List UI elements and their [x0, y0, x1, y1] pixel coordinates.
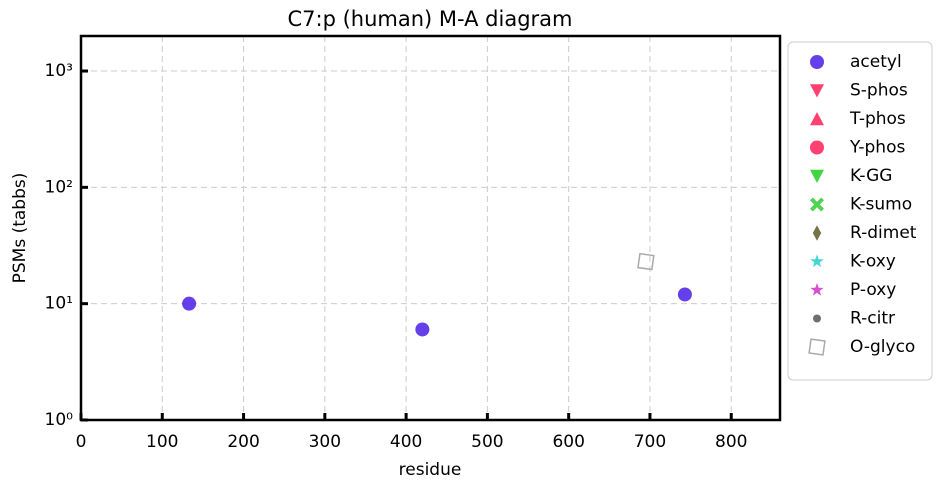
legend-marker — [810, 169, 824, 183]
x-tick-label: 800 — [715, 432, 747, 452]
legend-label: K-GG — [850, 166, 892, 186]
x-tick-label: 0 — [76, 432, 87, 452]
x-tick-label: 200 — [227, 432, 259, 452]
legend-label: R-citr — [850, 309, 895, 329]
y-axis-label: PSMs (tabbs) — [10, 173, 30, 284]
x-tick-label: 500 — [471, 432, 503, 452]
legend-label: P-oxy — [850, 280, 896, 300]
legend-marker — [810, 55, 824, 69]
legend-marker — [810, 254, 824, 268]
legend-marker — [813, 314, 821, 323]
y-tick-label: 10² — [45, 177, 73, 197]
legend-marker — [810, 112, 824, 126]
x-tick-label: 400 — [390, 432, 422, 452]
legend-marker — [810, 283, 824, 296]
legend-marker — [810, 197, 824, 212]
plot-frame — [79, 34, 782, 422]
x-tick-label: 100 — [146, 432, 178, 452]
legend-marker — [810, 84, 824, 98]
legend-label: K-oxy — [850, 252, 896, 272]
point — [182, 296, 197, 311]
legend-label: Y-phos — [849, 138, 905, 158]
legend-marker — [810, 140, 824, 155]
x-axis-label: residue — [399, 460, 462, 480]
legend-label: O-glyco — [850, 337, 915, 357]
point — [415, 322, 430, 337]
legend-label: K-sumo — [850, 195, 912, 215]
point — [637, 252, 655, 271]
legend-label: T-phos — [849, 109, 906, 129]
legend-label: acetyl — [850, 52, 902, 72]
x-tick-label: 700 — [634, 432, 666, 452]
y-tick-label: 10³ — [45, 61, 73, 81]
legend-marker — [812, 225, 822, 241]
legend-marker — [808, 338, 826, 356]
y-tick-label: 10¹ — [45, 294, 73, 314]
x-tick-label: 300 — [309, 432, 341, 452]
legend-box — [787, 41, 933, 381]
y-tick-label: 10⁰ — [45, 410, 74, 430]
point — [677, 287, 692, 302]
x-tick-label: 600 — [552, 432, 584, 452]
legend-label: S-phos — [850, 81, 908, 101]
legend-label: R-dimet — [850, 223, 917, 243]
chart-title: C7:p (human) M-A diagram — [287, 7, 572, 31]
